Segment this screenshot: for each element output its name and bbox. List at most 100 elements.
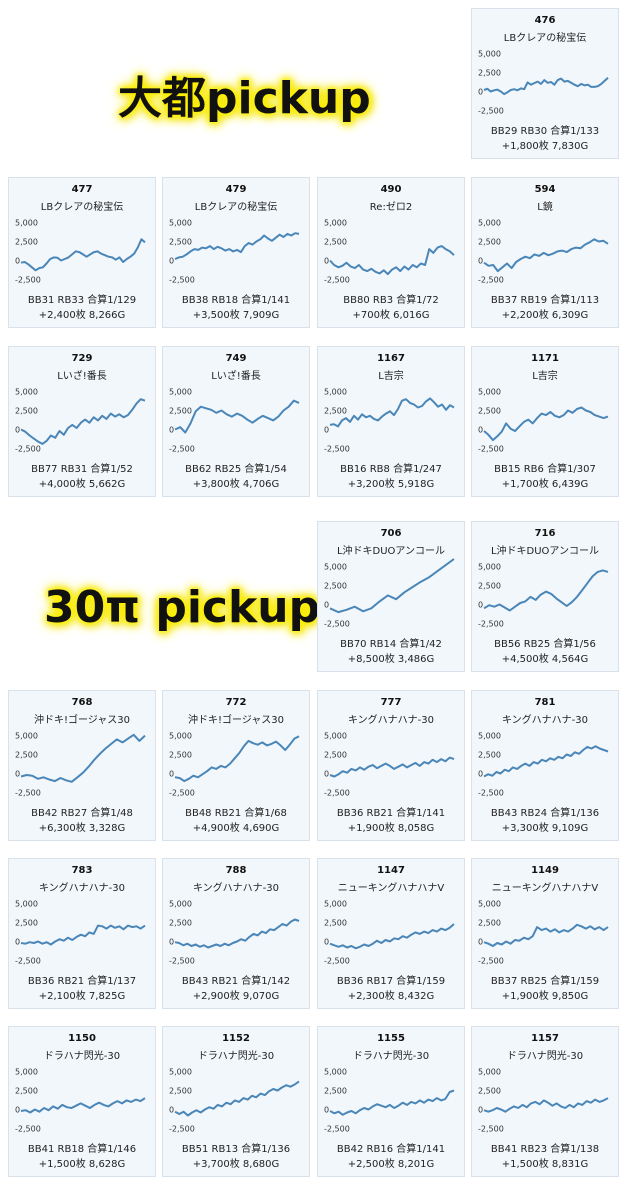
y-tick-label: 0: [169, 256, 174, 265]
y-tick-label: 2,500: [169, 1087, 192, 1096]
slump-graph: 5,000 2,500 0 -2,500: [15, 388, 146, 453]
bonus-stats: BB77 RB31 合算1/52: [31, 464, 133, 475]
y-tick-label: 2,500: [478, 919, 501, 928]
machine-name: 沖ドキ!ゴージャス30: [33, 715, 131, 726]
series-line: [483, 238, 609, 273]
machine-number: 1157: [531, 1033, 559, 1044]
y-tick-label: 2,500: [478, 1087, 501, 1096]
medal-result: +3,800枚 4,706G: [192, 479, 280, 490]
y-tick-label: -2,500: [324, 444, 350, 453]
series-line: [174, 399, 300, 434]
machine-card-479: 479 LBクレアの秘宝伝 5,000 2,500 0 -2,500 BB38 RB18 合…: [162, 177, 310, 328]
y-tick-label: -2,500: [324, 1124, 350, 1133]
series-line: [483, 77, 609, 96]
slump-graph: 5,000 2,500 0 -2,500: [15, 1068, 146, 1133]
medal-result: +6,300枚 3,328G: [38, 823, 126, 834]
medal-result: +1,500枚 8,831G: [501, 1159, 589, 1170]
y-tick-label: 2,500: [478, 238, 501, 247]
machine-number: 476: [534, 15, 556, 26]
y-tick-label: 5,000: [15, 732, 38, 741]
slump-graph: 5,000 2,500 0 -2,500: [478, 900, 609, 965]
y-tick-label: 0: [15, 937, 20, 946]
bonus-stats: BB29 RB30 合算1/133: [490, 126, 600, 137]
y-tick-label: 2,500: [169, 238, 192, 247]
bonus-stats: BB36 RB21 合算1/137: [27, 976, 137, 987]
y-tick-label: 2,500: [324, 407, 347, 416]
machine-number: 716: [534, 528, 556, 539]
y-tick-label: 5,000: [478, 900, 501, 909]
machine-number: 490: [380, 184, 402, 195]
machine-card-729: 729 Lいざ!番長 5,000 2,500 0 -2,500 BB77 RB31 合算1/…: [8, 346, 156, 497]
series-line: [20, 398, 146, 445]
machine-card-716: 716 L沖ドキDUOアンコール 5,000 2,500 0 -2,500 BB56 RB2…: [471, 521, 619, 672]
y-tick-label: 5,000: [15, 900, 38, 909]
y-tick-label: 2,500: [324, 1087, 347, 1096]
medal-result: +3,300枚 9,109G: [501, 823, 589, 834]
machine-card-490: 490 Re:ゼロ2 5,000 2,500 0 -2,500 BB80 RB3 合算1/7…: [317, 177, 465, 328]
y-tick-label: 2,500: [169, 751, 192, 760]
y-tick-label: 0: [169, 425, 174, 434]
bonus-stats: BB37 RB19 合算1/113: [490, 295, 600, 306]
y-tick-label: 0: [15, 769, 20, 778]
y-tick-label: 5,000: [324, 900, 347, 909]
series-line: [329, 923, 455, 950]
machine-card-1167: 1167 L吉宗 5,000 2,500 0 -2,500 BB16 RB8 合算1/247…: [317, 346, 465, 497]
medal-result: +2,500枚 8,201G: [347, 1159, 435, 1170]
y-tick-label: 2,500: [324, 238, 347, 247]
y-tick-label: 2,500: [169, 919, 192, 928]
y-tick-label: -2,500: [478, 788, 504, 797]
machine-name: L沖ドキDUOアンコール: [336, 546, 446, 557]
y-tick-label: 5,000: [169, 900, 192, 909]
y-tick-label: 2,500: [169, 407, 192, 416]
machine-name: Lいざ!番長: [57, 371, 107, 382]
machine-name: ドラハナ閃光-30: [43, 1051, 121, 1062]
machine-number: 1167: [377, 353, 405, 364]
medal-result: +3,700枚 8,680G: [192, 1159, 280, 1170]
y-tick-label: 0: [478, 600, 483, 609]
machine-card-1150: 1150 ドラハナ閃光-30 5,000 2,500 0 -2,500 BB41 RB18 …: [8, 1026, 156, 1177]
machine-number: 777: [380, 697, 402, 708]
slump-graph: 5,000 2,500 0 -2,500: [478, 219, 609, 284]
y-tick-label: 0: [324, 425, 329, 434]
y-tick-label: 5,000: [169, 219, 192, 228]
series-line: [20, 924, 146, 946]
medal-result: +1,500枚 8,628G: [38, 1159, 126, 1170]
medal-result: +1,700枚 6,439G: [501, 479, 589, 490]
y-tick-label: 0: [478, 425, 483, 434]
machine-card-783: 783 キングハナハナ-30 5,000 2,500 0 -2,500 BB36 RB21 …: [8, 858, 156, 1009]
machine-name: L鏡: [537, 202, 553, 213]
slump-graph: 5,000 2,500 0 -2,500: [15, 900, 146, 965]
heading-daito-pickup: 大都pickup: [118, 73, 371, 124]
medal-result: +3,200枚 5,918G: [347, 479, 435, 490]
slump-graph: 5,000 2,500 0 -2,500: [324, 558, 455, 628]
y-tick-label: 0: [324, 256, 329, 265]
y-tick-label: 5,000: [324, 388, 347, 397]
slump-graph: 5,000 2,500 0 -2,500: [478, 388, 609, 453]
series-line: [20, 733, 146, 783]
y-tick-label: 0: [324, 769, 329, 778]
slump-graph: 5,000 2,500 0 -2,500: [15, 732, 146, 797]
y-tick-label: 2,500: [324, 751, 347, 760]
machine-name: キングハナハナ-30: [347, 715, 435, 726]
machine-number: 788: [225, 865, 247, 876]
y-tick-label: -2,500: [15, 275, 41, 284]
medal-result: +4,000枚 5,662G: [38, 479, 126, 490]
slump-graph: 5,000 2,500 0 -2,500: [169, 1068, 300, 1133]
slump-graph: 5,000 2,500 0 -2,500: [169, 388, 300, 453]
machine-name: Re:ゼロ2: [369, 202, 413, 213]
y-tick-label: 0: [169, 937, 174, 946]
machine-number: 479: [225, 184, 247, 195]
y-tick-label: -2,500: [478, 619, 504, 628]
bonus-stats: BB62 RB25 合算1/54: [185, 464, 287, 475]
slump-graph: 5,000 2,500 0 -2,500: [478, 1068, 609, 1133]
y-tick-label: 0: [478, 256, 483, 265]
y-tick-label: -2,500: [478, 106, 504, 115]
y-tick-label: -2,500: [169, 1124, 195, 1133]
machine-card-1155: 1155 ドラハナ閃光-30 5,000 2,500 0 -2,500 BB42 RB16 …: [317, 1026, 465, 1177]
bonus-stats: BB70 RB14 合算1/42: [340, 639, 442, 650]
bonus-stats: BB36 RB17 合算1/159: [336, 976, 446, 987]
y-tick-label: 0: [15, 1105, 20, 1114]
y-tick-label: 5,000: [324, 1068, 347, 1077]
series-line: [174, 1080, 300, 1117]
y-tick-label: 5,000: [15, 1068, 38, 1077]
